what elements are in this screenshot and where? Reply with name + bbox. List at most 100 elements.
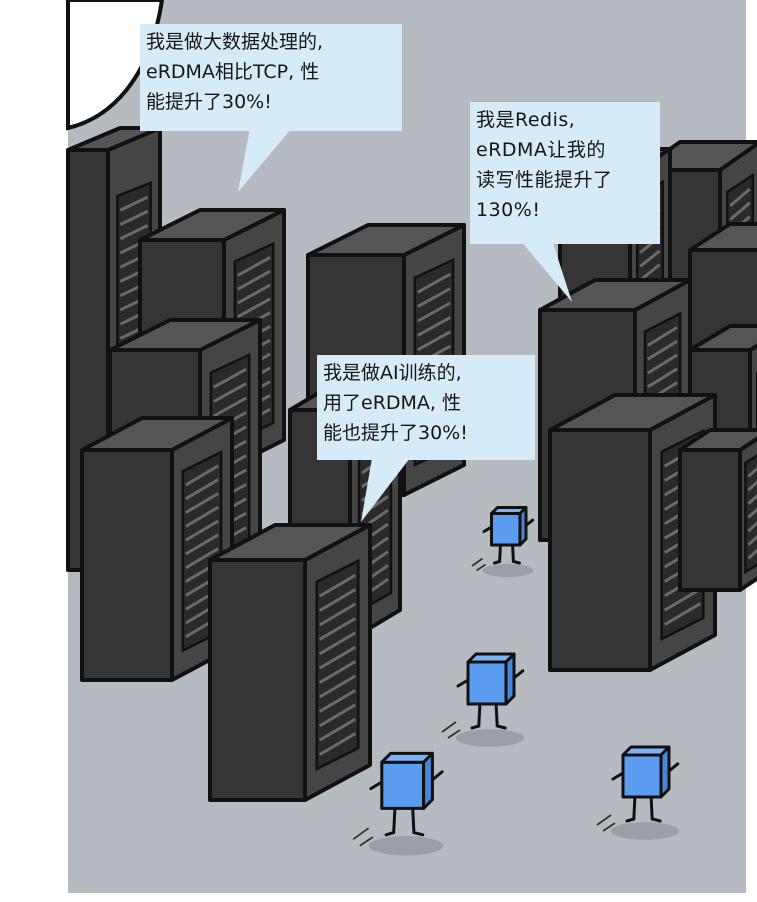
packet-shadow [482, 563, 534, 578]
data-packets [352, 506, 680, 856]
packet-leg [649, 793, 662, 823]
rack-vent-slot [647, 339, 678, 361]
bubble-line: eRDMA相比TCP, 性 [146, 61, 320, 83]
rack-front [208, 558, 307, 802]
rack-vent-slot [185, 492, 219, 514]
packet-arm [369, 780, 384, 791]
rack-vent-slot [318, 674, 357, 699]
rack-vent-slot [639, 263, 661, 282]
rack-vent-slot [185, 464, 219, 487]
packet-motion-lines [441, 721, 461, 739]
packet-motion-lines [352, 827, 374, 847]
data-packet-character [471, 506, 535, 578]
rack-vent-slot [729, 187, 751, 207]
packet-front [380, 760, 426, 810]
rack-vent-slot [318, 717, 357, 742]
rack-vent-slot [237, 256, 271, 277]
rack-top [138, 208, 286, 242]
rack-vent-slot [213, 367, 247, 389]
rack-vent-slot [119, 209, 149, 226]
packet-leg [470, 700, 482, 730]
rack-top [538, 278, 692, 312]
packet-leg [493, 542, 502, 565]
rack-top [80, 416, 234, 452]
rack-vent-slot [647, 367, 678, 389]
rack-vent-slot [185, 519, 219, 542]
rack-top [688, 222, 757, 252]
rack-top [688, 324, 757, 352]
rack-vent-slot [417, 287, 451, 308]
bubble-line: 用了eRDMA, 性 [323, 392, 461, 414]
rack-vent-slot [318, 588, 357, 612]
bubble-line: 读写性能提升了 [476, 169, 613, 191]
rack-vent-slot [417, 316, 451, 337]
packet-arm [430, 770, 444, 782]
packet-motion-lines [471, 557, 486, 572]
rack-vent-slot [318, 645, 357, 670]
rack-vent-slot [318, 573, 357, 598]
packet-shadow [611, 822, 679, 840]
bubble-line: 能也提升了30%! [323, 422, 468, 444]
speech-bubble-ai-training: 我是做AI训练的, 用了eRDMA, 性 能也提升了30%! [317, 355, 535, 460]
rack-vent-slot [747, 534, 757, 546]
rack-vent-slot [417, 272, 451, 294]
packet-front [466, 660, 508, 706]
rack-vent-slot [237, 269, 271, 291]
rack-vent-slot [647, 353, 678, 375]
rack-vent-slot [747, 548, 757, 560]
server-rack [678, 428, 757, 592]
data-packet-character [352, 751, 444, 856]
speech-bubble-redis: 我是Redis, eRDMA让我的 读写性能提升了 130%! [470, 102, 660, 244]
packet-shadow [456, 729, 524, 747]
rack-vent-slot [747, 507, 757, 519]
bubble-tail-ai [361, 458, 410, 522]
bubble-tail-big-data [238, 128, 292, 192]
rack-vent-slot [729, 201, 751, 221]
bubble-line: eRDMA让我的 [476, 139, 606, 161]
packet-front [490, 512, 522, 547]
rack-vent-slot [318, 602, 357, 627]
packet-leg [511, 542, 521, 565]
packet-shadow [368, 836, 444, 856]
rack-vent-slot [237, 283, 271, 305]
rack-vent-slot [747, 493, 757, 505]
packet-side [518, 506, 528, 547]
bubble-line: 我是做AI训练的, [323, 362, 462, 384]
bubble-tail-redis [520, 240, 572, 302]
packet-side [422, 751, 434, 810]
rack-front [548, 428, 652, 672]
packet-side [504, 652, 516, 706]
rack-vent-slot [747, 521, 757, 533]
rack-top [548, 393, 717, 432]
rack-vent-slot [639, 249, 661, 268]
rack-vent-slot [417, 301, 451, 323]
packet-motion-lines [596, 814, 616, 832]
previous-speech-bubble [66, 0, 165, 131]
rack-top [208, 523, 372, 562]
data-packet-character [441, 652, 525, 747]
rack-vent-slot [185, 533, 219, 556]
rack-vent-slot [647, 326, 678, 347]
rack-vent-slot [318, 660, 357, 684]
data-packet-character [596, 745, 680, 840]
packet-leg [384, 804, 397, 837]
rack-vent-slot [747, 480, 757, 492]
rack-vent-slot [318, 732, 357, 756]
rack-top [108, 318, 262, 352]
rack-vent-slot [663, 587, 702, 612]
rack-vent-slot [318, 703, 357, 728]
packet-leg [494, 700, 507, 730]
rack-vent-slot [417, 330, 451, 352]
rack-vent-slot [213, 396, 247, 418]
rack-vent-slot [318, 617, 357, 641]
rack-vent-slot [119, 224, 149, 241]
packet-side [659, 745, 671, 799]
rack-vent-slot [663, 602, 702, 626]
rack-vent-slot [237, 297, 271, 319]
rack-vent-slot [747, 466, 757, 478]
rack-vent-slot [318, 689, 357, 713]
packet-front [621, 753, 663, 799]
rack-front [678, 448, 742, 592]
server-rack [208, 523, 372, 802]
